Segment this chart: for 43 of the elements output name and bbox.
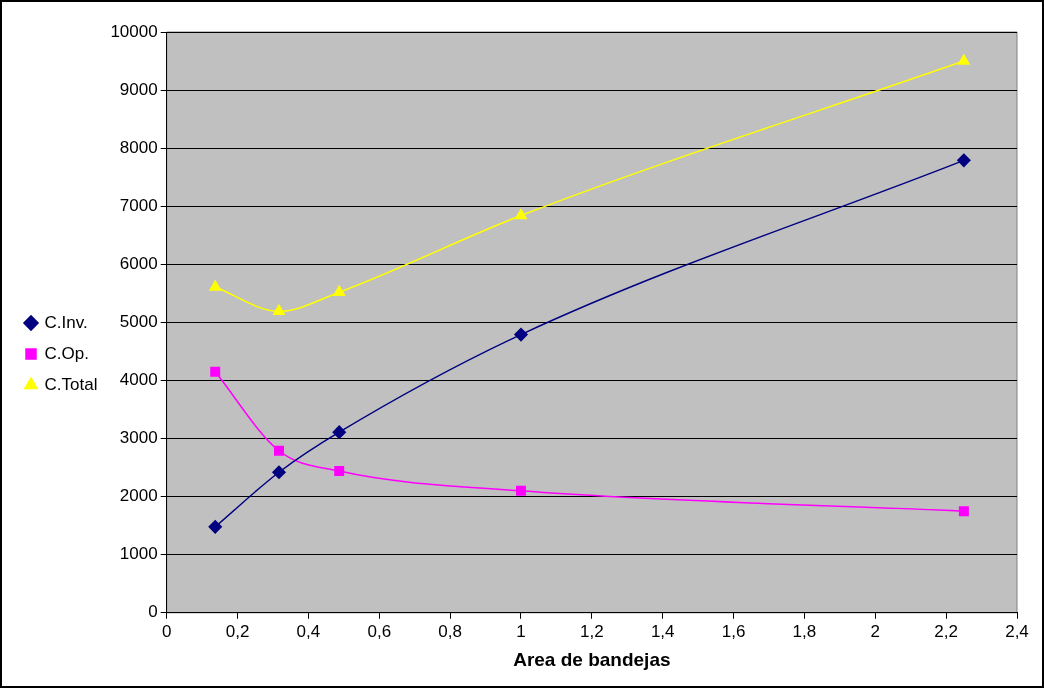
x-tick-label: 0,8 [438,621,462,641]
x-tick-label: 0,2 [225,621,250,641]
x-tick-label: 1 [516,621,526,641]
legend-label: C.Inv. [44,312,88,332]
point [333,285,346,296]
y-tick-label: 8000 [119,137,158,157]
point [209,280,222,291]
y-tick-label: 3000 [119,428,158,448]
x-tick-label: 0 [161,621,172,641]
x-tick-label: 1,6 [721,621,746,641]
x-tick-label: 0,4 [296,621,321,641]
x-tick-label: 1,4 [650,621,675,641]
legend-label: C.Op. [44,343,89,363]
point [957,153,971,168]
x-tick-label: 2 [870,621,881,641]
x-tick-label: 2,4 [1005,621,1029,641]
y-tick-label: 1000 [119,544,158,564]
x-tick-label: 1,8 [792,621,817,641]
y-tick-label: 4000 [119,370,158,390]
point [957,54,970,65]
point [515,208,527,220]
point [273,304,285,316]
x-axis-title: Area de bandejas [513,648,671,670]
y-tick-label: 10000 [110,21,158,41]
point [208,520,222,534]
y-tick-label: 5000 [119,312,158,332]
point [210,366,221,377]
point [334,466,345,477]
x-tick-label: 2,2 [934,621,958,641]
x-tick-label: 0,6 [367,621,392,641]
point [332,425,346,439]
y-tick-label: 6000 [119,254,158,274]
y-tick-label: 0 [148,602,158,622]
point [958,506,969,517]
point [272,465,286,479]
y-tick-label: 7000 [119,195,158,215]
y-tick-label: 2000 [119,486,158,506]
point [514,327,528,342]
point [274,445,284,456]
point [515,485,526,496]
x-tick-label: 1,2 [580,621,604,641]
y-tick-label: 9000 [119,79,158,99]
legend-label: C.Total [44,374,98,394]
